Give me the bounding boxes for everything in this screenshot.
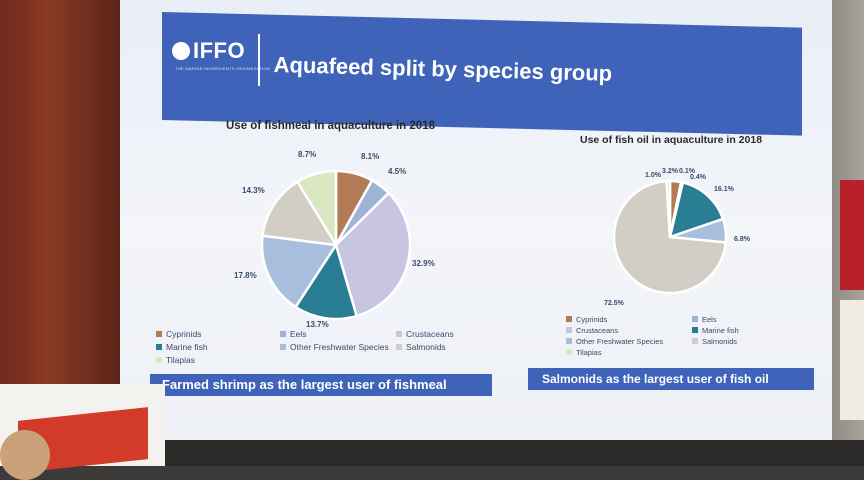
fishoil-slice-tilapias <box>665 179 672 238</box>
fishmeal-chart-title: Use of fishmeal in aquaculture in 2018 <box>226 120 435 132</box>
legend-swatch <box>566 338 572 344</box>
legend-item: Eels <box>280 329 307 339</box>
legend-item: Marine fish <box>156 342 208 352</box>
fishmeal-label-crustaceans: 32.9% <box>412 259 435 268</box>
fishoil-label-tilapias: 1.0% <box>645 172 661 179</box>
fishoil-chart-title: Use of fish oil in aquaculture in 2018 <box>580 134 763 146</box>
logo-subtitle: THE MARINE INGREDIENTS ORGANISATION <box>175 66 271 71</box>
logo-separator <box>258 34 260 86</box>
legend-swatch <box>156 331 162 337</box>
iffo-logo: IFFO <box>172 38 245 64</box>
fishmeal-label-cyprinids: 8.1% <box>361 152 380 161</box>
fishoil-label-eels: 0.1% <box>679 168 695 175</box>
legend-swatch <box>566 349 572 355</box>
legend-swatch <box>566 327 572 333</box>
fishmeal-label-other-freshwater: 17.8% <box>234 271 257 280</box>
legend-item: Other Freshwater Species <box>280 342 389 352</box>
fishoil-label-salmonids: 72.5% <box>604 300 624 307</box>
fishmeal-slice-tilapias <box>295 169 338 250</box>
audience-head <box>0 430 50 480</box>
legend-swatch <box>566 316 572 322</box>
fishoil-slice-salmonids <box>612 179 728 295</box>
fishoil-label-crustaceans: 0.4% <box>690 174 706 181</box>
side-poster <box>840 180 864 290</box>
legend-swatch <box>280 331 286 337</box>
legend-swatch <box>692 327 698 333</box>
legend-item: Marine fish <box>692 326 739 335</box>
fishmeal-slice-salmonids <box>261 180 339 247</box>
pie-charts <box>260 169 728 321</box>
fishmeal-label-marine-fish: 13.7% <box>306 320 329 329</box>
fishmeal-banner: Farmed shrimp as the largest user of fis… <box>150 374 492 396</box>
fishoil-label-cyprinids: 3.2% <box>662 168 678 175</box>
legend-item: Cyprinids <box>566 315 607 324</box>
legend-swatch <box>156 357 162 363</box>
fishoil-label-marine-fish: 16.1% <box>714 186 734 193</box>
legend-item: Other Freshwater Species <box>566 337 663 346</box>
fishmeal-label-tilapias: 8.7% <box>298 150 317 159</box>
fishoil-banner: Salmonids as the largest user of fish oi… <box>528 368 814 390</box>
legend-swatch <box>280 344 286 350</box>
legend-item: Eels <box>692 315 717 324</box>
fishmeal-slice-other-freshwater-species <box>260 234 339 309</box>
legend-item: Salmonids <box>396 342 446 352</box>
globe-icon <box>172 42 190 60</box>
fishoil-label-other-freshwater: 6.8% <box>734 236 750 243</box>
fishmeal-slice-crustaceans <box>334 191 412 318</box>
fishmeal-label-salmonids: 14.3% <box>242 186 265 195</box>
legend-swatch <box>396 331 402 337</box>
legend-item: Cyprinids <box>156 329 201 339</box>
legend-item: Salmonids <box>692 337 737 346</box>
legend-item: Tilapias <box>566 348 602 357</box>
fishmeal-label-eels: 4.5% <box>388 167 407 176</box>
legend-item: Tilapias <box>156 355 195 365</box>
legend-item: Crustaceans <box>566 326 618 335</box>
legend-swatch <box>396 344 402 350</box>
legend-item: Crustaceans <box>396 329 454 339</box>
legend-swatch <box>692 316 698 322</box>
legend-swatch <box>692 338 698 344</box>
legend-swatch <box>156 344 162 350</box>
side-poster-lower <box>840 300 864 420</box>
